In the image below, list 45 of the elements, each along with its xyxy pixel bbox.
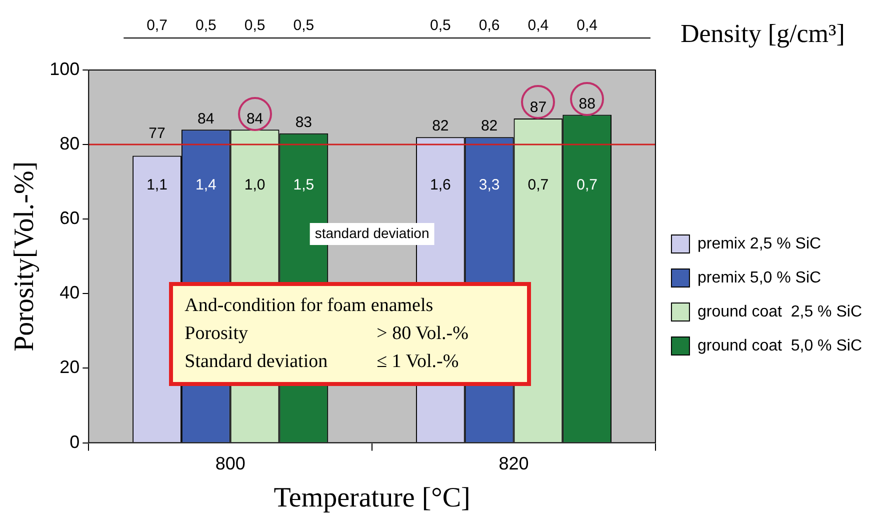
annotation: 1,6: [430, 176, 451, 194]
text: 0,6: [478, 17, 500, 34]
annotation: Standard deviation: [184, 350, 329, 374]
x-tick-label: 820: [498, 454, 529, 474]
annotation: And-condition for foam enamels: [184, 294, 434, 318]
data-label: 82: [432, 118, 449, 135]
text: 0,5: [244, 17, 266, 34]
data-label: 83: [295, 114, 312, 132]
annotation: 1,5: [293, 176, 314, 194]
annotation: ≤ 1 Vol.-%: [376, 350, 459, 374]
annotation: 1,0: [244, 176, 266, 194]
y-tick-label: 100: [50, 58, 80, 79]
data-label: 84: [198, 110, 214, 128]
legend-label: premix 5,0 % SiC: [697, 269, 822, 286]
text: 0,4: [576, 17, 598, 34]
x-axis-title: Temperature [°C]: [274, 482, 470, 514]
x-tick-label: 800: [215, 454, 246, 474]
data-label: 87: [530, 99, 547, 116]
annotation: > 80 Vol.-%: [376, 322, 468, 346]
text: 0,5: [195, 17, 216, 34]
annotation: 0,7: [576, 176, 598, 194]
data-label: 82: [480, 118, 498, 135]
y-tick-label: 0: [70, 432, 80, 452]
y-tick-label: 40: [60, 282, 80, 303]
text: 0,5: [430, 17, 451, 34]
text: 0,7: [146, 17, 168, 34]
text: 0,4: [528, 17, 549, 34]
annotation: 0,7: [528, 176, 549, 194]
data-label: 77: [148, 125, 166, 142]
legend-label: premix 2,5 % SiC: [697, 235, 822, 252]
annotation: standard deviation: [314, 224, 430, 241]
text: 0,5: [293, 17, 314, 34]
y-axis-title: Porosity[Vol.-%]: [9, 161, 40, 352]
annotation: 1,4: [195, 176, 216, 194]
y-tick-label: 60: [60, 208, 80, 228]
y-tick-label: 80: [60, 134, 80, 154]
data-label: 84: [246, 110, 264, 128]
legend-label: ground coat 2,5 % SiC: [697, 303, 862, 320]
annotation: 3,3: [478, 176, 500, 194]
text: Density [g/cm³]: [680, 19, 845, 48]
y-tick-label: 20: [60, 357, 80, 378]
annotation: Porosity: [184, 322, 249, 346]
legend-label: ground coat 5,0 % SiC: [697, 337, 862, 354]
annotation: 1,1: [146, 176, 168, 194]
data-label: 88: [578, 95, 596, 112]
